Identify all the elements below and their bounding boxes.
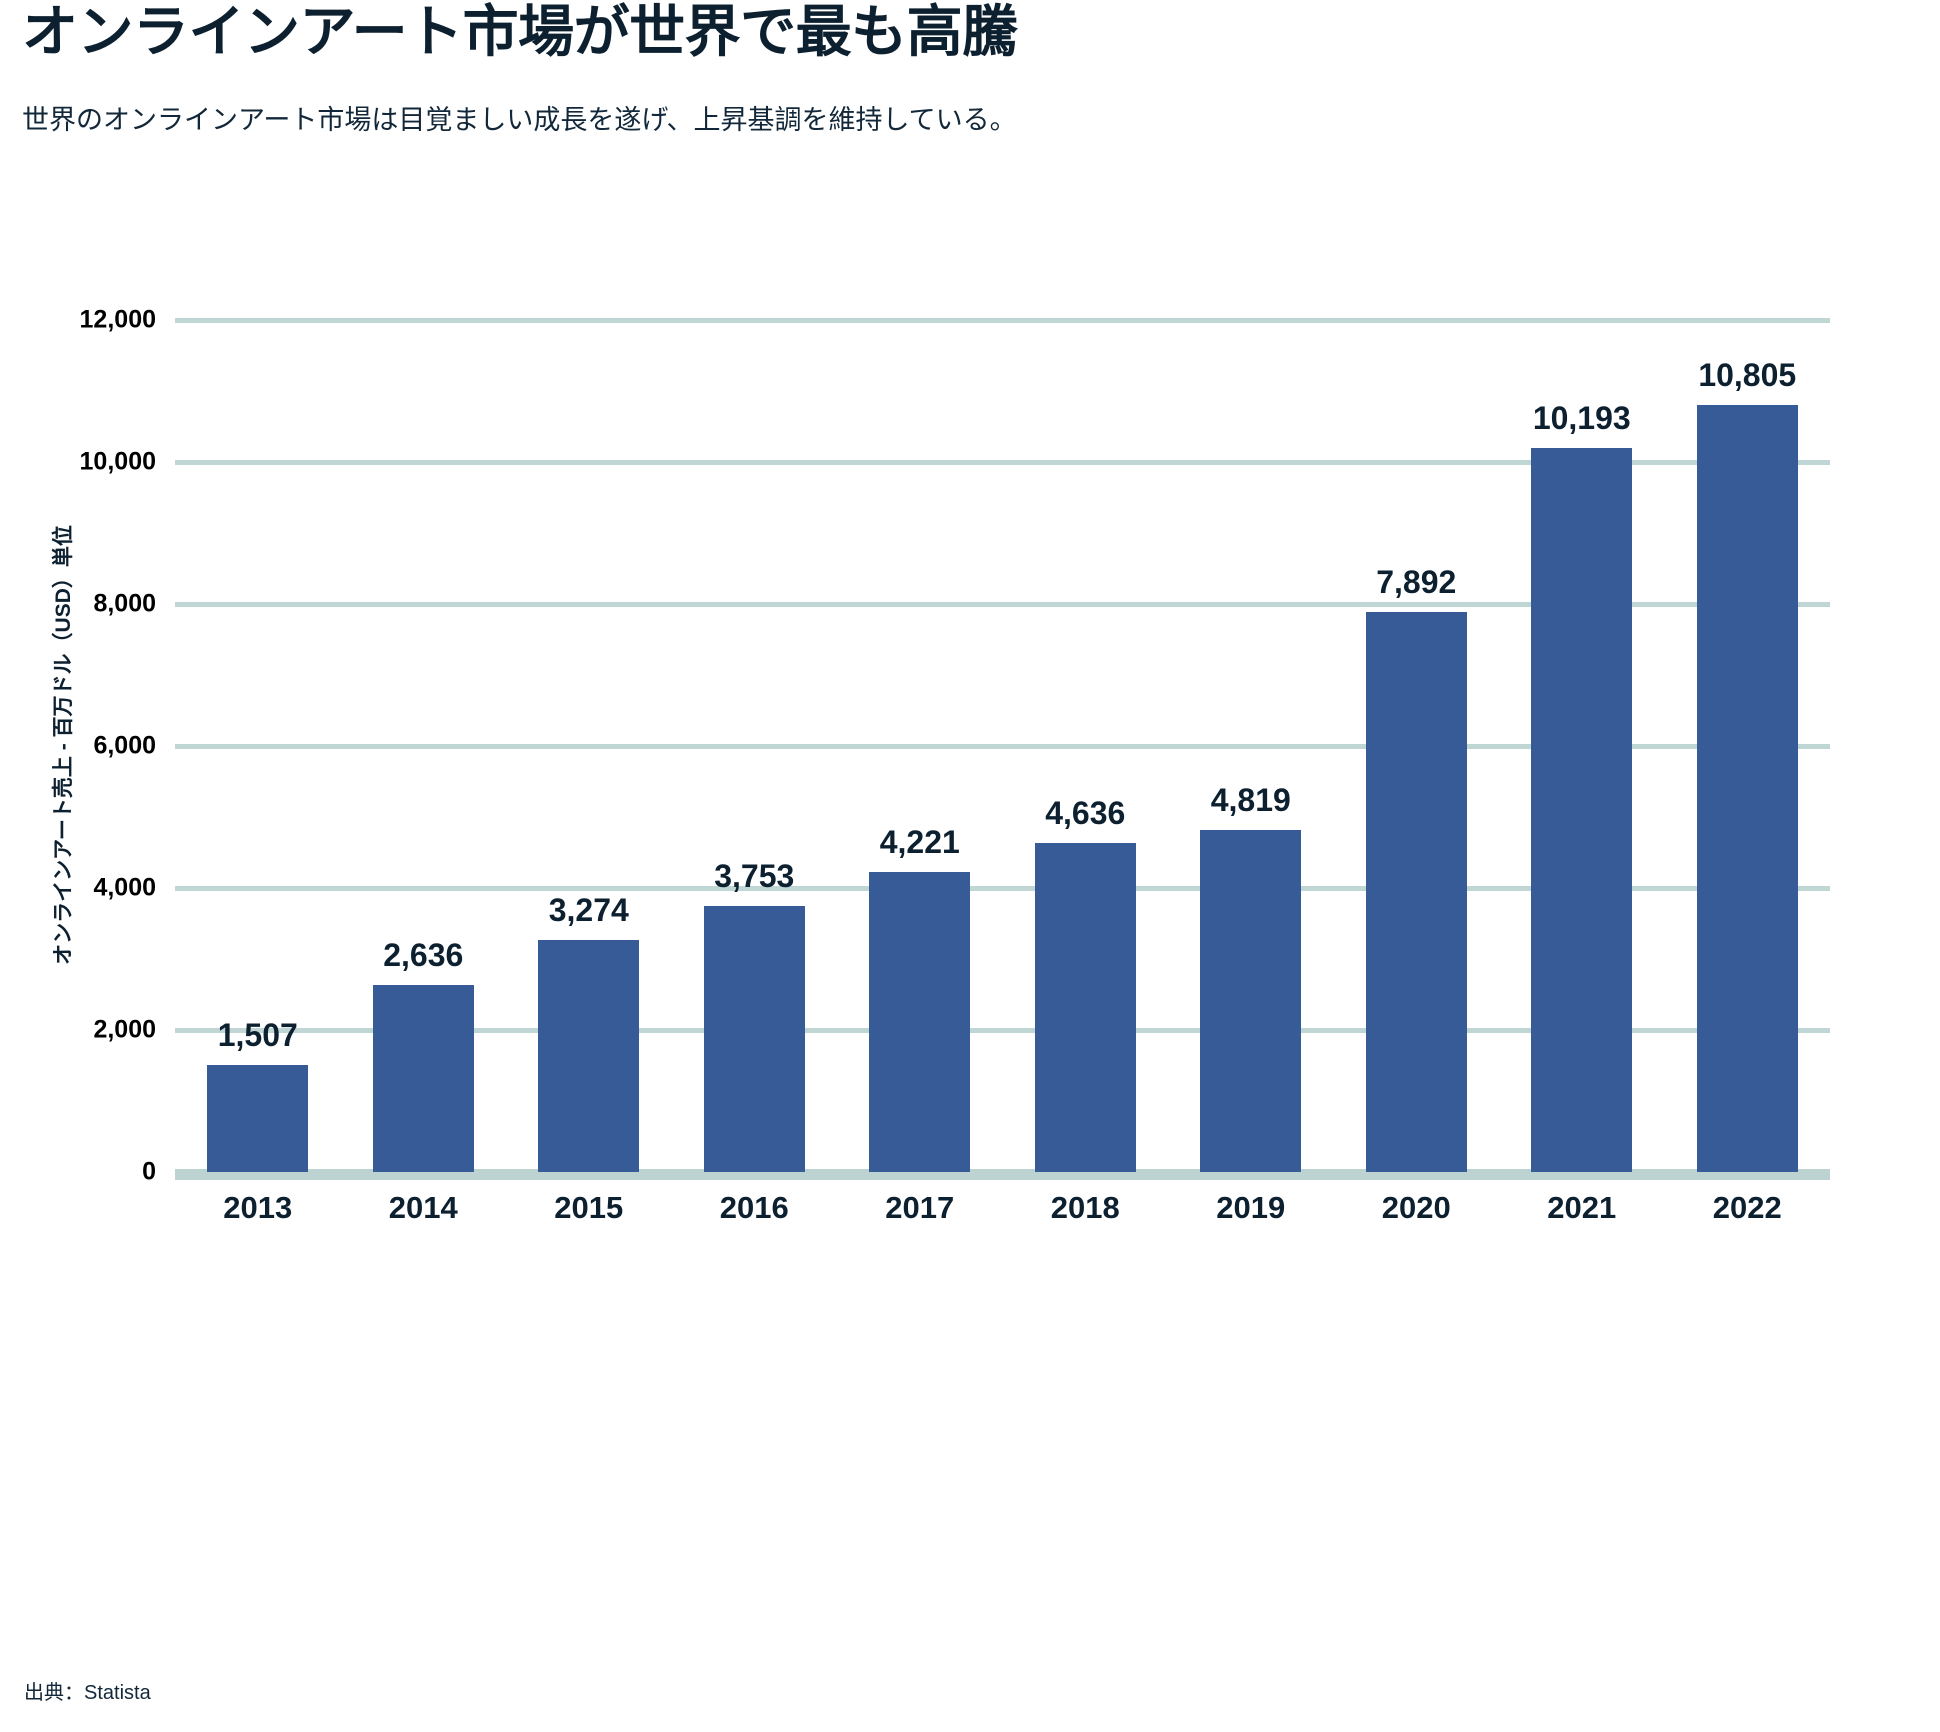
gridline [175,886,1830,891]
bar[interactable]: 3,753 [703,858,805,1172]
page-title: オンラインアート市場が世界で最も高騰 [22,0,1018,63]
bar-value-label: 10,805 [1698,356,1797,393]
gridline [175,602,1830,607]
bar-series: 1,507 2,636 3,274 3,753 4,221 4,636 4,819 7,892… [175,320,1830,1172]
x-axis-tick-label: 2015 [554,1190,624,1225]
bar[interactable]: 1,507 [207,1017,309,1172]
x-tick-slot: 2020 [1334,1190,1500,1226]
y-axis-tick-label: 12,000 [79,305,156,334]
bar[interactable]: 3,274 [538,892,640,1172]
x-tick-slot: 2014 [341,1190,507,1226]
x-tick-slot: 2013 [175,1190,341,1226]
bar[interactable]: 10,193 [1531,400,1633,1172]
x-axis-tick-label: 2021 [1547,1190,1617,1225]
bar[interactable]: 7,892 [1365,564,1467,1172]
bar[interactable]: 2,636 [372,937,474,1172]
x-tick-slot: 2019 [1168,1190,1334,1226]
x-axis-tick-label: 2014 [388,1190,458,1225]
bar-value-label: 4,819 [1210,781,1291,818]
gridline [175,744,1830,749]
bar-value-label: 3,753 [714,857,795,894]
x-axis-tick-label: 2018 [1050,1190,1120,1225]
x-axis-tick-label: 2017 [885,1190,955,1225]
bar[interactable]: 10,805 [1696,357,1798,1172]
bar-slot: 1,507 [175,320,341,1172]
bar-value-label: 3,274 [548,891,629,928]
y-axis-tick-labels: 0 2,000 4,000 6,000 8,000 10,000 12,000 [0,0,156,1732]
bar-value-label: 10,193 [1532,400,1631,437]
bar-slot: 10,805 [1665,320,1831,1172]
y-axis-tick-label: 10,000 [79,447,156,476]
bar[interactable]: 4,819 [1200,782,1302,1172]
bar-slot: 4,221 [837,320,1003,1172]
bar-slot: 10,193 [1499,320,1665,1172]
bar-value-label: 1,507 [217,1017,298,1054]
x-tick-slot: 2018 [1003,1190,1169,1226]
x-axis-tick-label: 2016 [719,1190,789,1225]
source-note: 出典：Statista [24,1682,151,1704]
plot-area: 1,507 2,636 3,274 3,753 4,221 4,636 4,819 7,892… [175,320,1830,1172]
gridline [175,460,1830,465]
bar-slot: 7,892 [1334,320,1500,1172]
bar-slot: 4,819 [1168,320,1334,1172]
y-axis-tick-label: 6,000 [93,731,156,760]
x-tick-slot: 2017 [837,1190,1003,1226]
x-axis-tick-label: 2013 [223,1190,293,1225]
x-axis-tick-label: 2020 [1381,1190,1451,1225]
bar-value-label: 7,892 [1376,563,1457,600]
x-axis-tick-label: 2022 [1712,1190,1782,1225]
x-tick-slot: 2015 [506,1190,672,1226]
y-axis-tick-label: 2,000 [93,1015,156,1044]
y-axis-tick-label: 4,000 [93,873,156,902]
chart-header: オンラインアート市場が世界で最も高騰 世界のオンラインアート市場は目覚ましい成長… [22,0,1902,139]
y-axis-tick-label: 0 [142,1157,156,1186]
x-tick-slot: 2021 [1499,1190,1665,1226]
x-tick-slot: 2022 [1665,1190,1831,1226]
x-axis-baseline [175,1169,1830,1180]
x-axis-tick-label: 2019 [1216,1190,1286,1225]
bar-value-label: 2,636 [383,936,464,973]
chart-subtitle: 世界のオンラインアート市場は目覚ましい成長を遂げ、上昇基調を維持している。 [22,105,1017,136]
bar-slot: 2,636 [341,320,507,1172]
gridline [175,1028,1830,1033]
y-axis-tick-label: 8,000 [93,589,156,618]
bar[interactable]: 4,221 [869,824,971,1172]
bar-value-label: 4,636 [1045,794,1126,831]
gridline [175,318,1830,323]
bar-slot: 4,636 [1003,320,1169,1172]
bar[interactable]: 4,636 [1034,795,1136,1172]
x-tick-slot: 2016 [672,1190,838,1226]
bar-slot: 3,274 [506,320,672,1172]
bar-value-label: 4,221 [879,824,960,861]
x-axis-tick-labels: 2013 2014 2015 2016 2017 2018 2019 2020 2021 2022 [175,1190,1830,1226]
bar-slot: 3,753 [672,320,838,1172]
